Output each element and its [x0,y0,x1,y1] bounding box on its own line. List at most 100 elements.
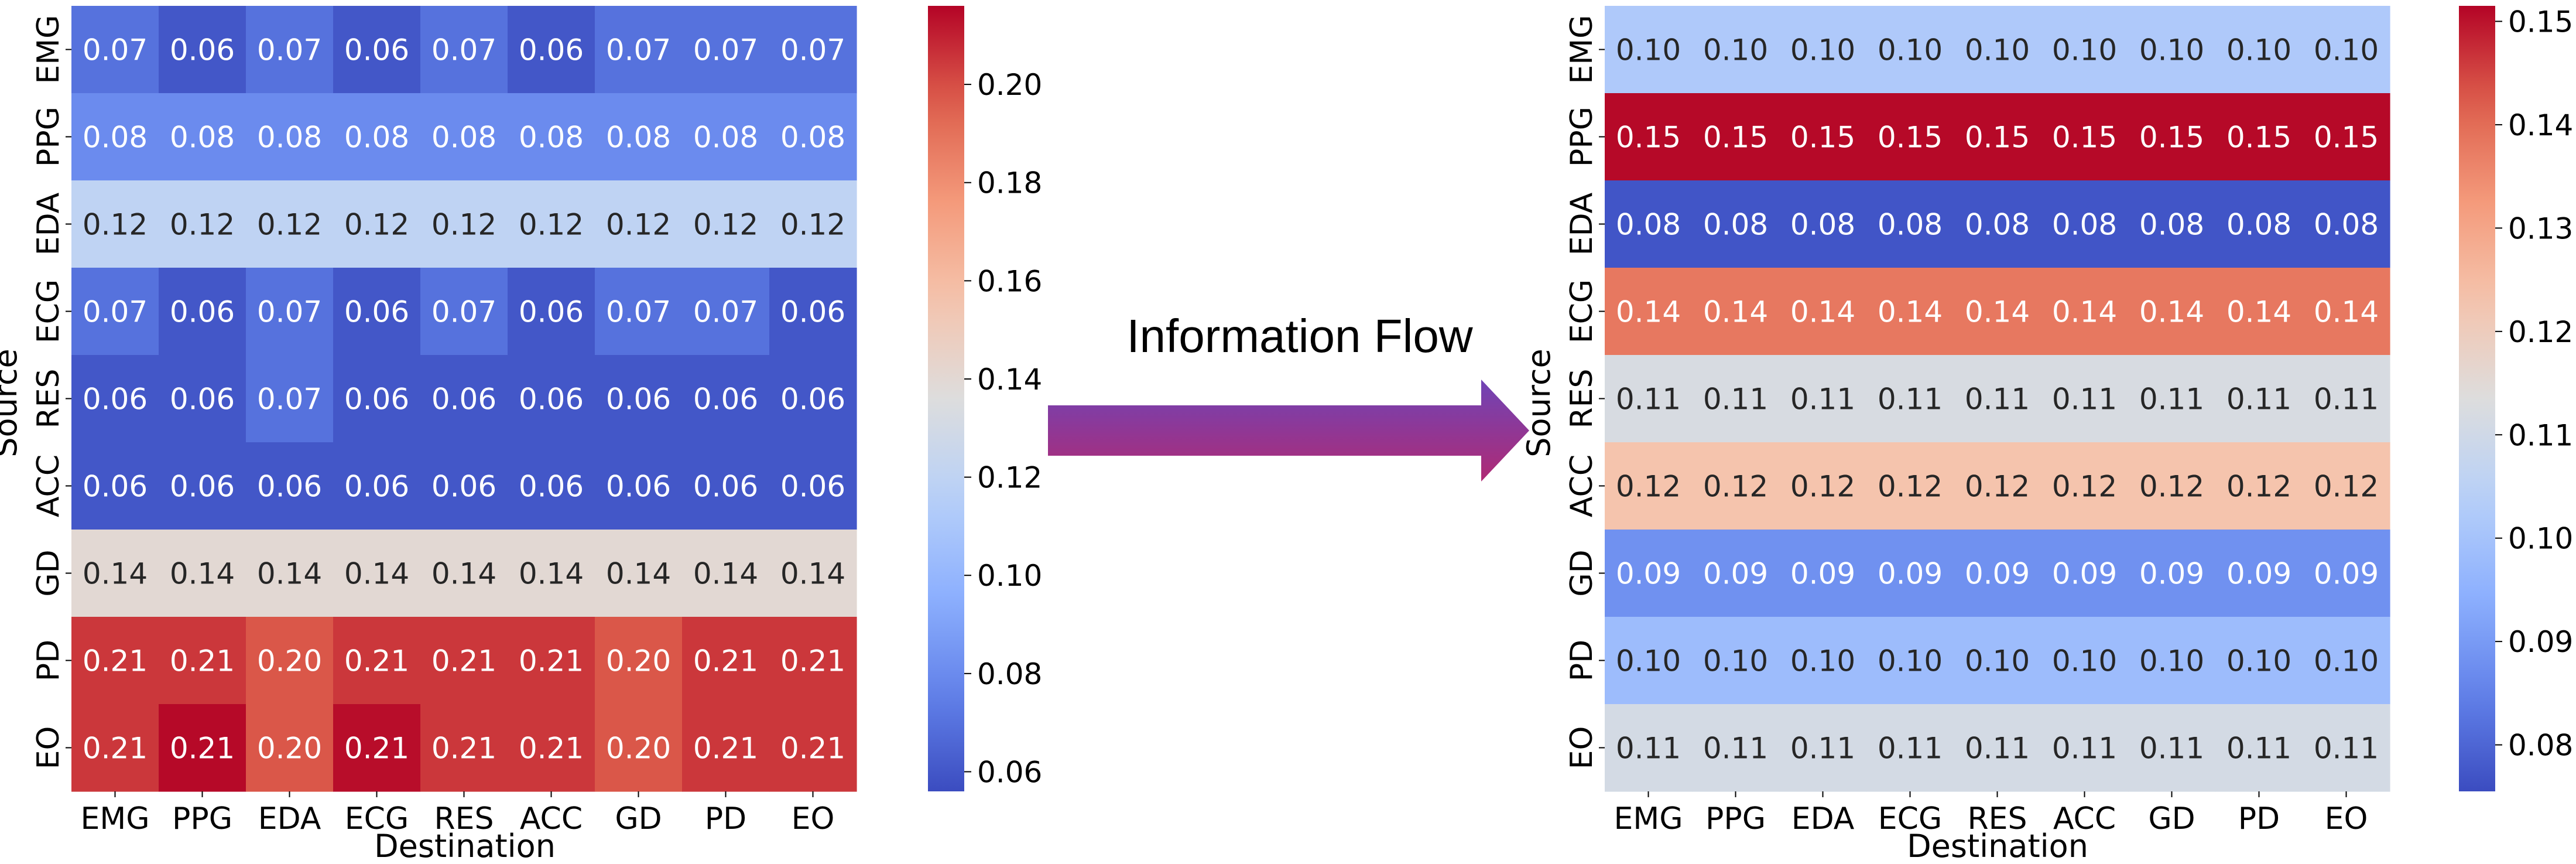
cell-value-label: 0.15 [2226,121,2291,155]
row-tick-label: PPG [1564,107,1599,167]
heatmap-cell [71,530,159,617]
heatmap-cell [1605,442,1693,530]
cell-value-label: 0.14 [780,557,845,591]
heatmap-cell [508,442,595,530]
heatmap-cell [595,93,683,181]
heatmap-cell [420,355,508,443]
heatmap-cell [1605,530,1693,617]
heatmap-cell [159,6,246,94]
cell-value-label: 0.12 [83,208,148,242]
heatmap-cell [1605,93,1693,181]
cell-value-label: 0.10 [1965,33,2030,67]
cell-value-label: 0.10 [1616,33,1681,67]
colorbar-tick-label: 0.09 [2508,625,2573,659]
cell-value-label: 0.12 [780,208,845,242]
heatmap-cell [246,180,334,268]
heatmap-cell [2215,530,2303,617]
heatmap-cell [71,6,159,94]
cell-value-label: 0.12 [606,208,671,242]
cell-value-label: 0.14 [1790,295,1855,329]
information-flow-label: Information Flow [1126,310,1473,362]
colorbar-tick-label: 0.08 [977,657,1042,691]
col-tick-label: ECG [345,801,409,836]
heatmap-cell [71,268,159,356]
heatmap-cell [1866,268,1954,356]
cell-value-label: 0.11 [2052,732,2117,766]
heatmap-cell [508,617,595,705]
cell-value-label: 0.12 [1616,470,1681,504]
cell-value-label: 0.06 [519,295,584,329]
heatmap-cell [333,180,421,268]
heatmap-cell [769,93,857,181]
cell-value-label: 0.06 [344,33,409,67]
col-tick-label: PPG [172,801,232,836]
heatmap-cell [1692,268,1780,356]
heatmap-cell [1692,93,1780,181]
heatmap-cell [1954,704,2041,792]
cell-value-label: 0.06 [431,383,496,416]
cell-value-label: 0.11 [1878,383,1943,416]
cell-value-label: 0.15 [1703,121,1768,155]
cell-value-label: 0.14 [170,557,235,591]
cell-value-label: 0.21 [83,644,148,678]
row-tick-label: RES [1564,369,1599,429]
heatmap-cell [159,93,246,181]
cell-value-label: 0.06 [170,295,235,329]
heatmap-cell [2128,93,2216,181]
cell-value-label: 0.07 [83,295,148,329]
row-tick-label: RES [31,369,66,429]
heatmap-cell [1954,442,2041,530]
heatmap-cell [420,268,508,356]
colorbar-tick-label: 0.20 [977,68,1042,102]
cell-value-label: 0.07 [431,33,496,67]
cell-value-label: 0.06 [257,470,322,504]
heatmap-cell [2041,180,2129,268]
heatmap-cell [71,704,159,792]
heatmap-cell [333,704,421,792]
heatmap-cell [682,617,770,705]
cell-value-label: 0.06 [780,295,845,329]
cell-value-label: 0.21 [780,644,845,678]
cell-value-label: 0.11 [1703,383,1768,416]
cell-value-label: 0.06 [693,470,758,504]
cell-value-label: 0.07 [693,33,758,67]
heatmap-cell [71,355,159,443]
heatmap-cell [1954,6,2041,94]
cell-value-label: 0.11 [1790,732,1855,766]
cell-value-label: 0.15 [1616,121,1681,155]
cell-value-label: 0.14 [2139,295,2204,329]
col-tick-label: PPG [1705,801,1766,836]
cell-value-label: 0.06 [693,383,758,416]
heatmap-cell [2041,530,2129,617]
heatmap-cell [1605,617,1693,705]
cell-value-label: 0.12 [1790,470,1855,504]
heatmap-cell [246,355,334,443]
row-tick-label: ACC [1564,455,1599,517]
cell-value-label: 0.20 [257,732,322,766]
heatmap-cell [246,6,334,94]
heatmap-cell [769,268,857,356]
heatmap-cell [2128,530,2216,617]
col-tick-label: EO [792,801,835,836]
heatmap-cell [333,93,421,181]
cell-value-label: 0.11 [1790,383,1855,416]
cell-value-label: 0.07 [257,295,322,329]
cell-value-label: 0.07 [431,295,496,329]
cell-value-label: 0.06 [519,383,584,416]
heatmap-cell [2128,617,2216,705]
cell-value-label: 0.10 [2314,33,2379,67]
cell-value-label: 0.08 [519,121,584,155]
heatmap-cell [333,355,421,443]
heatmap-cell [2041,6,2129,94]
cell-value-label: 0.09 [2139,557,2204,591]
heatmap-cell [333,6,421,94]
heatmap-cell [682,442,770,530]
cell-value-label: 0.07 [780,33,845,67]
cell-value-label: 0.08 [2314,208,2379,242]
cell-value-label: 0.14 [257,557,322,591]
heatmap-cell [246,93,334,181]
x-axis-title: Destination [1907,828,2088,864]
heatmap-cell [1954,530,2041,617]
cell-value-label: 0.11 [1965,732,2030,766]
heatmap-cell [2041,268,2129,356]
